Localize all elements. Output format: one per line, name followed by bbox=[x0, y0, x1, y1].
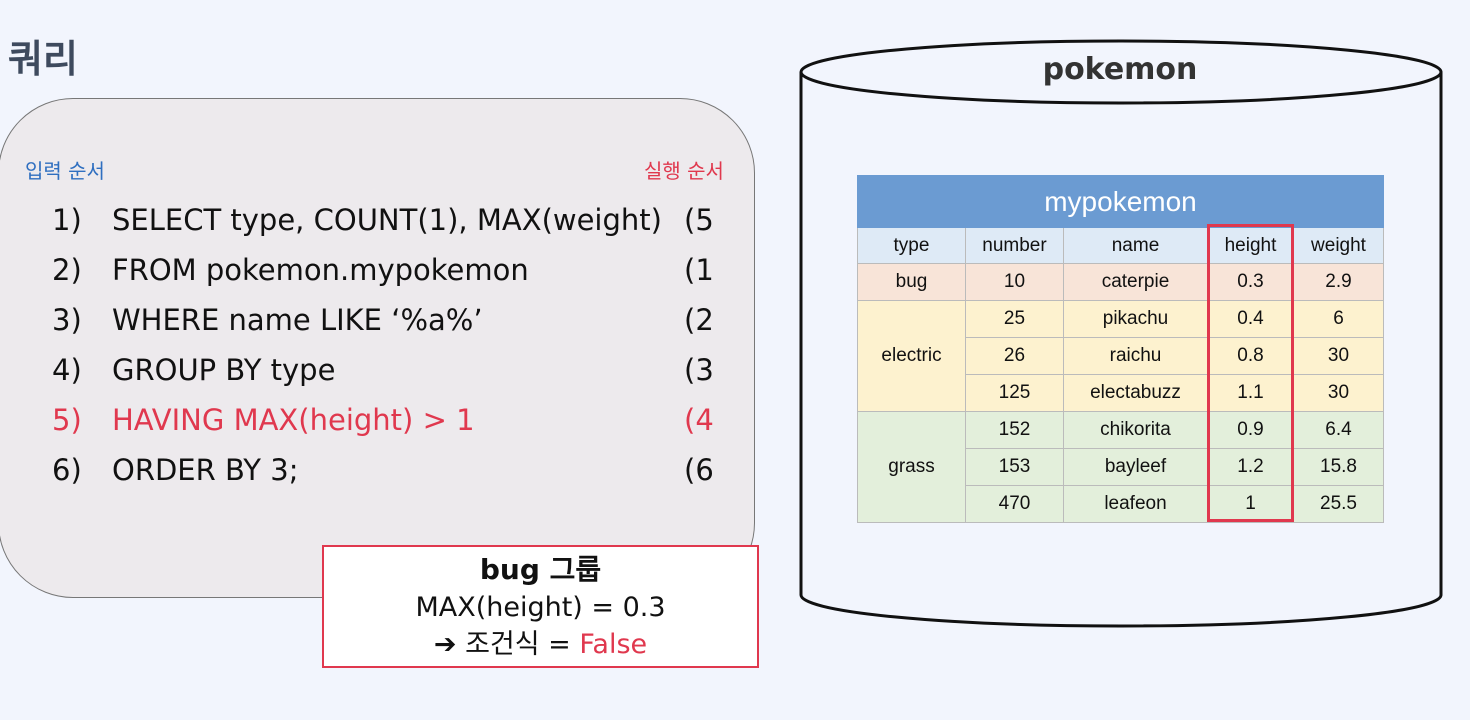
table-cell: 6.4 bbox=[1293, 411, 1384, 449]
table-caption: mypokemon bbox=[857, 175, 1384, 228]
callout-max-height: MAX(height) = 0.3 bbox=[415, 592, 666, 623]
table-cell: 0.3 bbox=[1207, 263, 1294, 301]
column-header: number bbox=[965, 227, 1064, 264]
callout-condition-value: False bbox=[579, 629, 648, 660]
callout-condition-label: 조건식 = bbox=[465, 629, 580, 660]
table-cell: raichu bbox=[1063, 337, 1208, 375]
table-cell: pikachu bbox=[1063, 300, 1208, 338]
line-number: 2) bbox=[52, 253, 82, 287]
table-cell: 26 bbox=[965, 337, 1064, 375]
mypokemon-table: mypokemon type number name height weight bug… bbox=[857, 175, 1384, 523]
line-sql: SELECT type, COUNT(1), MAX(weight) bbox=[112, 203, 662, 237]
column-header: name bbox=[1063, 227, 1208, 264]
line-exec-order: (1 bbox=[684, 253, 714, 287]
table-cell: 153 bbox=[965, 448, 1064, 486]
table-row: 125 electabuzz 1.1 30 bbox=[857, 374, 1384, 412]
line-exec-order: (3 bbox=[684, 353, 714, 387]
type-cell: electric bbox=[857, 300, 966, 412]
table-cell: 25 bbox=[965, 300, 1064, 338]
table-cell: 15.8 bbox=[1293, 448, 1384, 486]
line-exec-order: (4 bbox=[684, 403, 714, 437]
query-line: 3) WHERE name LIKE ‘%a%’ (2 bbox=[0, 303, 760, 343]
table-cell: 25.5 bbox=[1293, 485, 1384, 523]
query-line: 2) FROM pokemon.mypokemon (1 bbox=[0, 253, 760, 293]
line-sql: ORDER BY 3; bbox=[112, 453, 299, 487]
query-line: 4) GROUP BY type (3 bbox=[0, 353, 760, 393]
line-exec-order: (5 bbox=[684, 203, 714, 237]
type-cell: bug bbox=[857, 263, 966, 301]
query-box bbox=[0, 98, 755, 598]
table-cell: bayleef bbox=[1063, 448, 1208, 486]
table-cell: 470 bbox=[965, 485, 1064, 523]
column-header: height bbox=[1207, 227, 1294, 264]
database-name: pokemon bbox=[1042, 52, 1198, 87]
exec-order-label: 실행 순서 bbox=[644, 159, 724, 183]
line-sql: FROM pokemon.mypokemon bbox=[112, 253, 529, 287]
table-cell: leafeon bbox=[1063, 485, 1208, 523]
table-cell: 30 bbox=[1293, 337, 1384, 375]
line-number: 4) bbox=[52, 353, 82, 387]
line-sql: WHERE name LIKE ‘%a%’ bbox=[112, 303, 483, 337]
query-line: 6) ORDER BY 3; (6 bbox=[0, 453, 760, 493]
input-order-label: 입력 순서 bbox=[25, 159, 105, 183]
table-cell: electabuzz bbox=[1063, 374, 1208, 412]
table-cell: 0.9 bbox=[1207, 411, 1294, 449]
line-exec-order: (6 bbox=[684, 453, 714, 487]
table-row: grass 152 chikorita 0.9 6.4 bbox=[857, 411, 1384, 523]
query-line: 1) SELECT type, COUNT(1), MAX(weight) (5 bbox=[0, 203, 760, 243]
type-cell: grass bbox=[857, 411, 966, 523]
table-cell: 152 bbox=[965, 411, 1064, 449]
line-number: 1) bbox=[52, 203, 82, 237]
table-row: electric 25 pikachu 0.4 6 bbox=[857, 300, 1384, 412]
callout-title: bug 그룹 bbox=[479, 553, 602, 586]
table-row: bug 10 caterpie 0.3 2.9 bbox=[857, 263, 1384, 301]
table-cell: 125 bbox=[965, 374, 1064, 412]
table-cell: 0.4 bbox=[1207, 300, 1294, 338]
table-cell: chikorita bbox=[1063, 411, 1208, 449]
table-cell: 2.9 bbox=[1293, 263, 1384, 301]
table-cell: 1 bbox=[1207, 485, 1294, 523]
line-number: 5) bbox=[52, 403, 82, 437]
page-title: 쿼리 bbox=[8, 37, 78, 81]
bug-group-callout: bug 그룹 MAX(height) = 0.3 ➔ 조건식 = False bbox=[322, 545, 759, 668]
line-number: 3) bbox=[52, 303, 82, 337]
line-number: 6) bbox=[52, 453, 82, 487]
table-cell: 1.1 bbox=[1207, 374, 1294, 412]
table-cell: 1.2 bbox=[1207, 448, 1294, 486]
table-cell: 6 bbox=[1293, 300, 1384, 338]
line-sql: GROUP BY type bbox=[112, 353, 336, 387]
table-row: 470 leafeon 1 25.5 bbox=[857, 485, 1384, 523]
line-exec-order: (2 bbox=[684, 303, 714, 337]
arrow-icon: ➔ bbox=[433, 629, 457, 660]
column-header: type bbox=[857, 227, 966, 264]
table-cell: 0.8 bbox=[1207, 337, 1294, 375]
query-line: 5) HAVING MAX(height) > 1 (4 bbox=[0, 403, 760, 443]
table-cell: 30 bbox=[1293, 374, 1384, 412]
column-header: weight bbox=[1293, 227, 1384, 264]
line-sql: HAVING MAX(height) > 1 bbox=[112, 403, 475, 437]
table-cell: 10 bbox=[965, 263, 1064, 301]
table-cell: caterpie bbox=[1063, 263, 1208, 301]
